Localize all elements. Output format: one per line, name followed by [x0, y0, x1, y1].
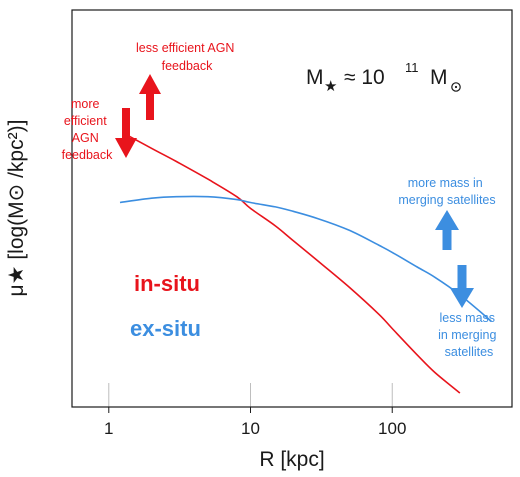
mass-approx: ≈ 10: [344, 66, 385, 89]
series-line-in-situ: [126, 134, 461, 394]
arrow-down-in-situ: [115, 108, 137, 158]
arrow-down-ex-situ: [450, 265, 474, 308]
mass-unit: M: [430, 66, 448, 89]
stellar-mass-label: M ★ ≈ 10 11 M: [306, 60, 461, 95]
label-ex-situ: ex-situ: [130, 316, 201, 341]
ticks-layer: 1 10 100: [104, 407, 406, 438]
annotation-more-efficient-agn: more efficient AGN feedback: [62, 97, 113, 162]
annotation-less-mass: less mass in merging satellites: [438, 311, 500, 359]
annotation-more-mass: more mass in merging satellites: [398, 176, 495, 207]
star-icon: ★: [324, 78, 337, 95]
series-line-ex-situ: [119, 195, 492, 322]
curves-layer: [119, 134, 492, 394]
arrows-layer: [115, 74, 474, 308]
y-axis-label: μ★ [log(M⊙ /kpc²)]: [5, 120, 28, 297]
x-tick-label: 1: [104, 419, 113, 438]
annotation-less-efficient-agn: less efficient AGN feedback: [136, 41, 238, 73]
sun-icon: [451, 82, 461, 92]
arrow-up-in-situ: [139, 74, 161, 120]
x-axis-label: R [kpc]: [259, 448, 324, 471]
mass-m: M: [306, 66, 324, 89]
plot-frame: [71, 9, 513, 408]
x-tick-label: 100: [378, 419, 406, 438]
arrow-up-ex-situ: [435, 210, 459, 250]
grid-layer: [108, 383, 393, 407]
x-tick-label: 10: [241, 419, 260, 438]
mass-exponent: 11: [405, 60, 419, 75]
label-in-situ: in-situ: [134, 271, 200, 296]
